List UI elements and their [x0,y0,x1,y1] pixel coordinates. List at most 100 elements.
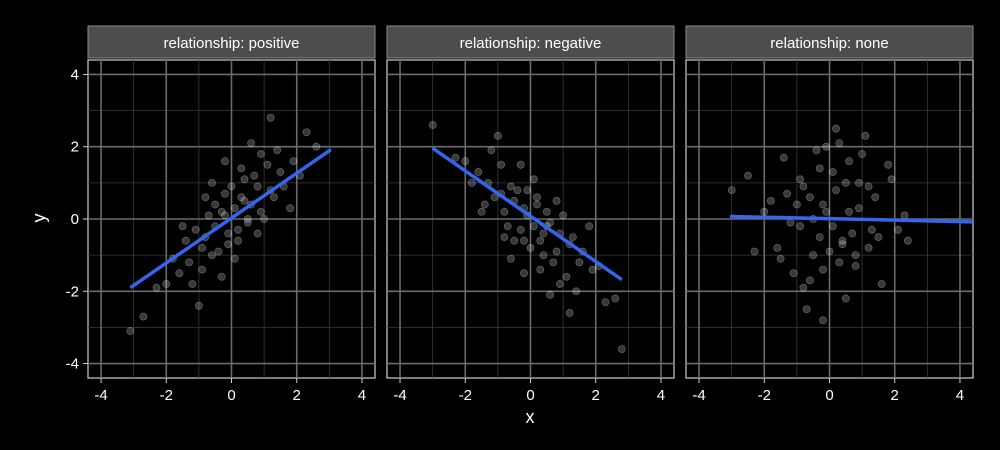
scatter-point [562,272,571,281]
y-tick-label: -2 [66,283,79,300]
scatter-point [211,200,220,209]
scatter-point [760,207,769,216]
scatter-point [539,229,548,238]
scatter-point [260,215,268,223]
scatter-point [864,182,873,191]
scatter-point [611,294,620,303]
scatter-point [806,276,814,285]
y-tick-label: 0 [71,211,79,228]
scatter-point [221,211,229,220]
scatter-point [900,211,909,220]
regression-line [729,214,974,224]
scatter-point [289,157,298,166]
scatter-point [835,139,844,147]
scatter-point [848,229,857,238]
scatter-point [815,233,824,241]
scatter-point [312,142,321,151]
x-tick-label: -4 [692,387,705,404]
scatter-point [744,171,752,180]
scatter-point [126,327,135,335]
scatter-point [822,142,831,151]
scatter-point [855,204,863,213]
scatter-point [207,178,216,187]
x-tick-label: -2 [160,387,173,404]
scatter-point [841,294,850,303]
scatter-point [276,168,285,176]
scatter-point [796,175,804,184]
scatter-point [263,160,272,169]
scatter-point [497,160,505,169]
scatter-point [266,113,275,122]
scatter-point [467,178,476,187]
x-tick-label: -4 [94,387,107,404]
scatter-point [506,182,515,191]
scatter-point [529,222,538,231]
scatter-point [247,139,255,147]
scatter-point [783,189,791,198]
x-tick-label: -2 [459,387,472,404]
scatter-point [588,265,597,274]
scatter-point [874,233,883,241]
scatter-point [500,207,509,216]
scatter-point [727,186,736,194]
scatter-point [204,211,213,220]
scatter-point [221,157,229,166]
scatter-point [799,283,808,292]
y-tick-label: -4 [66,356,79,373]
scatter-point [217,207,226,216]
scatter-point [273,146,282,155]
scatter-point [546,290,554,299]
facet-panel-2: relationship: negative -4 -2 0 2 4 [386,25,675,404]
scatter-point [224,229,233,238]
scatter-point [510,236,519,245]
scatter-point [868,225,876,234]
scatter-point [601,298,610,306]
scatter-point [237,193,246,202]
scatter-point [523,186,532,194]
x-tick-label: 0 [825,387,833,404]
scatter-point [185,258,193,267]
scatter-point [552,196,561,205]
x-tick-label: 4 [657,387,665,404]
scatter-point [786,218,795,227]
scatter-point [286,204,295,213]
scatter-point [822,207,831,216]
scatter-point [812,146,821,155]
scatter-point [162,280,171,288]
scatter-point [559,211,567,220]
scatter-point [793,200,801,209]
scatter-point [835,258,844,267]
scatter-point [871,193,880,202]
scatter-point [506,254,515,263]
scatter-point [815,164,824,173]
scatter-point [487,146,496,155]
scatter-point [779,153,788,162]
scatter-point [516,160,525,169]
scatter-point [480,200,489,209]
x-tick-label: 0 [526,387,534,404]
scatter-point [565,309,574,317]
scatter-point [572,287,581,296]
x-tick-label: -2 [758,387,771,404]
scatter-point [845,207,853,216]
scatter-point [536,236,545,245]
facet-strip-label: relationship: none [770,35,888,52]
scatter-point [253,182,262,191]
scatter-point [832,186,840,194]
scatter-point [198,243,206,252]
scatter-point [152,283,161,292]
scatter-point [819,265,827,274]
x-axis-title: x [526,407,535,427]
scatter-point [585,222,594,231]
scatter-point [237,164,246,173]
y-tick-label: 4 [71,66,79,83]
x-tick-label: 0 [227,387,235,404]
scatter-point [221,189,229,198]
scatter-point [864,243,873,252]
scatter-point [302,128,311,137]
scatter-point [851,251,860,259]
scatter-point [799,182,808,191]
scatter-point [796,222,804,231]
scatter-point [520,236,528,245]
scatter-point [250,171,259,180]
